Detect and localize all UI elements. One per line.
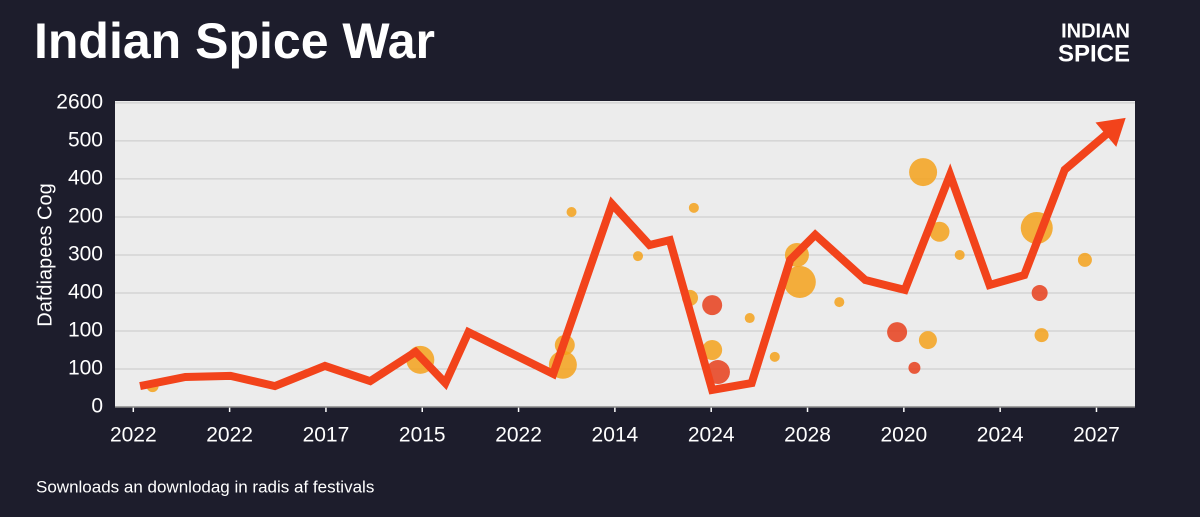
y-tick-label: 400: [68, 281, 103, 304]
x-tick-label: 2022: [495, 424, 542, 447]
y-axis-label: Dafdiapees Cog: [34, 183, 56, 326]
chart-title: Indian Spice War: [34, 13, 435, 69]
bubble: [769, 351, 780, 362]
bubble: [908, 361, 921, 374]
x-tick-label: 2017: [303, 424, 350, 447]
bubble: [918, 331, 937, 350]
bubble: [1034, 328, 1049, 343]
y-tick-label: 200: [68, 204, 103, 227]
logo-line: SPICE: [1058, 40, 1130, 67]
y-tick-label: 0: [91, 395, 103, 418]
bubble: [909, 158, 938, 187]
bubble: [954, 249, 965, 260]
bubble: [744, 313, 755, 324]
bubble: [887, 322, 908, 343]
bubble: [1077, 252, 1092, 267]
caption: Sownloads an downlodag in radis af festi…: [36, 477, 374, 496]
y-tick-label: 300: [68, 242, 103, 265]
x-tick-label: 2022: [110, 424, 157, 447]
line: [139, 120, 1123, 395]
bubble: [688, 202, 699, 213]
bubble: [566, 206, 577, 217]
x-tick-label: 2024: [977, 424, 1024, 447]
bubble: [929, 221, 950, 242]
bubble: [783, 265, 816, 298]
y-tick-label: 400: [68, 166, 103, 189]
x-tick-label: 2022: [206, 424, 253, 447]
x-tick-label: 2027: [1073, 424, 1120, 447]
arrow-head: [1095, 117, 1126, 147]
bubble: [702, 295, 723, 316]
bubble: [834, 297, 845, 308]
x-tick-label: 2014: [592, 424, 639, 447]
x-tick-label: 2015: [399, 424, 446, 447]
bubble: [633, 251, 644, 262]
y-tick-label: 2600: [56, 90, 103, 113]
bubble: [702, 339, 723, 360]
x-tick-label: 2020: [880, 424, 927, 447]
plot-area: [115, 101, 1135, 407]
bubble: [1031, 284, 1048, 301]
y-tick-label: 100: [68, 319, 103, 342]
y-tick-label: 100: [68, 357, 103, 380]
x-tick-label: 2024: [688, 424, 735, 447]
y-tick-label: 500: [68, 128, 103, 151]
logo-line: INDIAN: [1061, 20, 1130, 42]
x-tick-label: 2028: [784, 424, 831, 447]
